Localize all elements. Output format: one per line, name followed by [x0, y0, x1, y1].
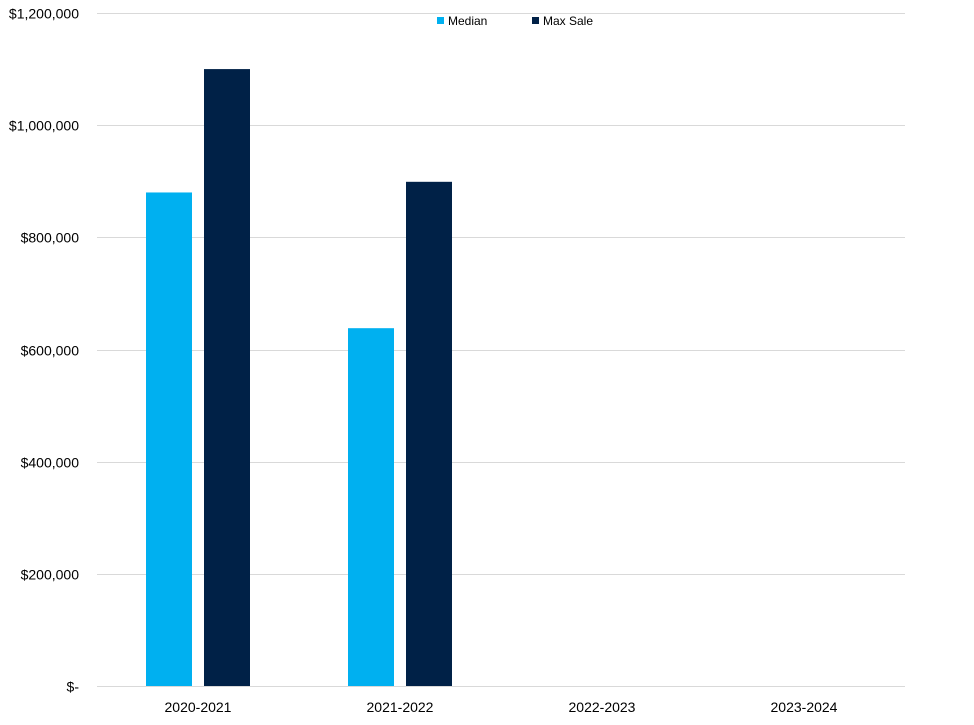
- legend-item: Max Sale: [532, 14, 593, 28]
- y-tick-label: $600,000: [21, 343, 80, 359]
- x-tick-label: 2023-2024: [771, 699, 838, 715]
- x-tick-label: 2021-2022: [367, 699, 434, 715]
- legend-swatch: [532, 17, 539, 24]
- x-tick-label: 2020-2021: [165, 699, 232, 715]
- y-axis-tick-labels: $- $200,000 $400,000 $600,000 $800,000 $1,000…: [9, 6, 79, 695]
- bar-median: [348, 328, 394, 686]
- bar-max-sale: [204, 69, 250, 687]
- bars: [146, 69, 452, 687]
- y-tick-label: $-: [67, 679, 80, 695]
- legend-swatch: [437, 17, 444, 24]
- bar-median: [146, 192, 192, 686]
- y-tick-label: $1,200,000: [9, 6, 79, 22]
- legend-item: Median: [437, 14, 487, 28]
- y-tick-label: $200,000: [21, 567, 80, 583]
- x-axis-tick-labels: 2020-2021 2021-2022 2022-2023 2023-2024: [165, 699, 838, 715]
- legend-label: Median: [448, 14, 487, 28]
- x-tick-label: 2022-2023: [569, 699, 636, 715]
- legend: Median Max Sale: [437, 14, 593, 28]
- y-tick-label: $800,000: [21, 230, 80, 246]
- legend-label: Max Sale: [543, 14, 593, 28]
- bar-max-sale: [406, 181, 452, 686]
- y-tick-label: $400,000: [21, 455, 80, 471]
- y-tick-label: $1,000,000: [9, 118, 79, 134]
